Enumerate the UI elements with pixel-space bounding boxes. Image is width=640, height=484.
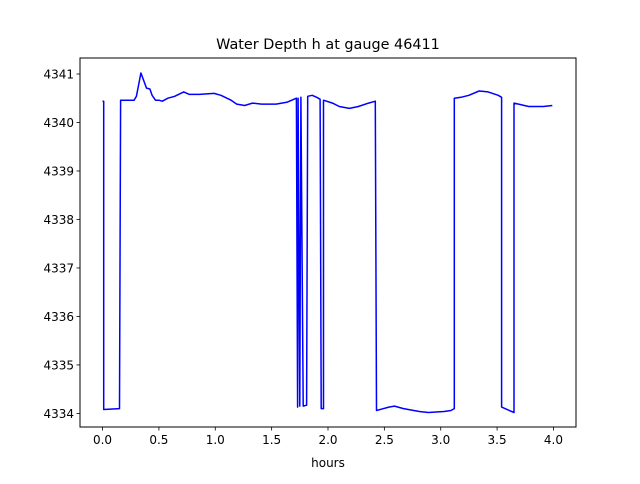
x-tick-label: 3.0 xyxy=(431,433,450,447)
y-tick-label: 4336 xyxy=(43,310,74,324)
plot-area: 0.0 0.5 1.0 1.5 2.0 2.5 3.0 3.5 4.0 4334 4335 4336 4… xyxy=(43,57,577,447)
y-tick-label: 4338 xyxy=(43,213,74,227)
x-axis-label: hours xyxy=(311,456,345,470)
y-tick-label: 4341 xyxy=(43,68,74,82)
x-tick-label: 2.0 xyxy=(318,433,337,447)
x-tick-label: 3.5 xyxy=(488,433,507,447)
y-tick-label: 4334 xyxy=(43,407,74,421)
x-tick-label: 0.5 xyxy=(149,433,168,447)
series-line-h xyxy=(102,72,553,414)
x-tick-label: 1.5 xyxy=(262,433,281,447)
y-tick-label: 4337 xyxy=(43,261,74,275)
x-tick-label: 1.0 xyxy=(206,433,225,447)
x-tick-label: 2.5 xyxy=(375,433,394,447)
y-tick-label: 4335 xyxy=(43,358,74,372)
y-tick-label: 4339 xyxy=(43,164,74,178)
x-tick-label: 0.0 xyxy=(93,433,112,447)
chart-title: Water Depth h at gauge 46411 xyxy=(216,37,440,53)
x-tick-label: 4.0 xyxy=(544,433,563,447)
y-tick-label: 4340 xyxy=(43,116,74,130)
